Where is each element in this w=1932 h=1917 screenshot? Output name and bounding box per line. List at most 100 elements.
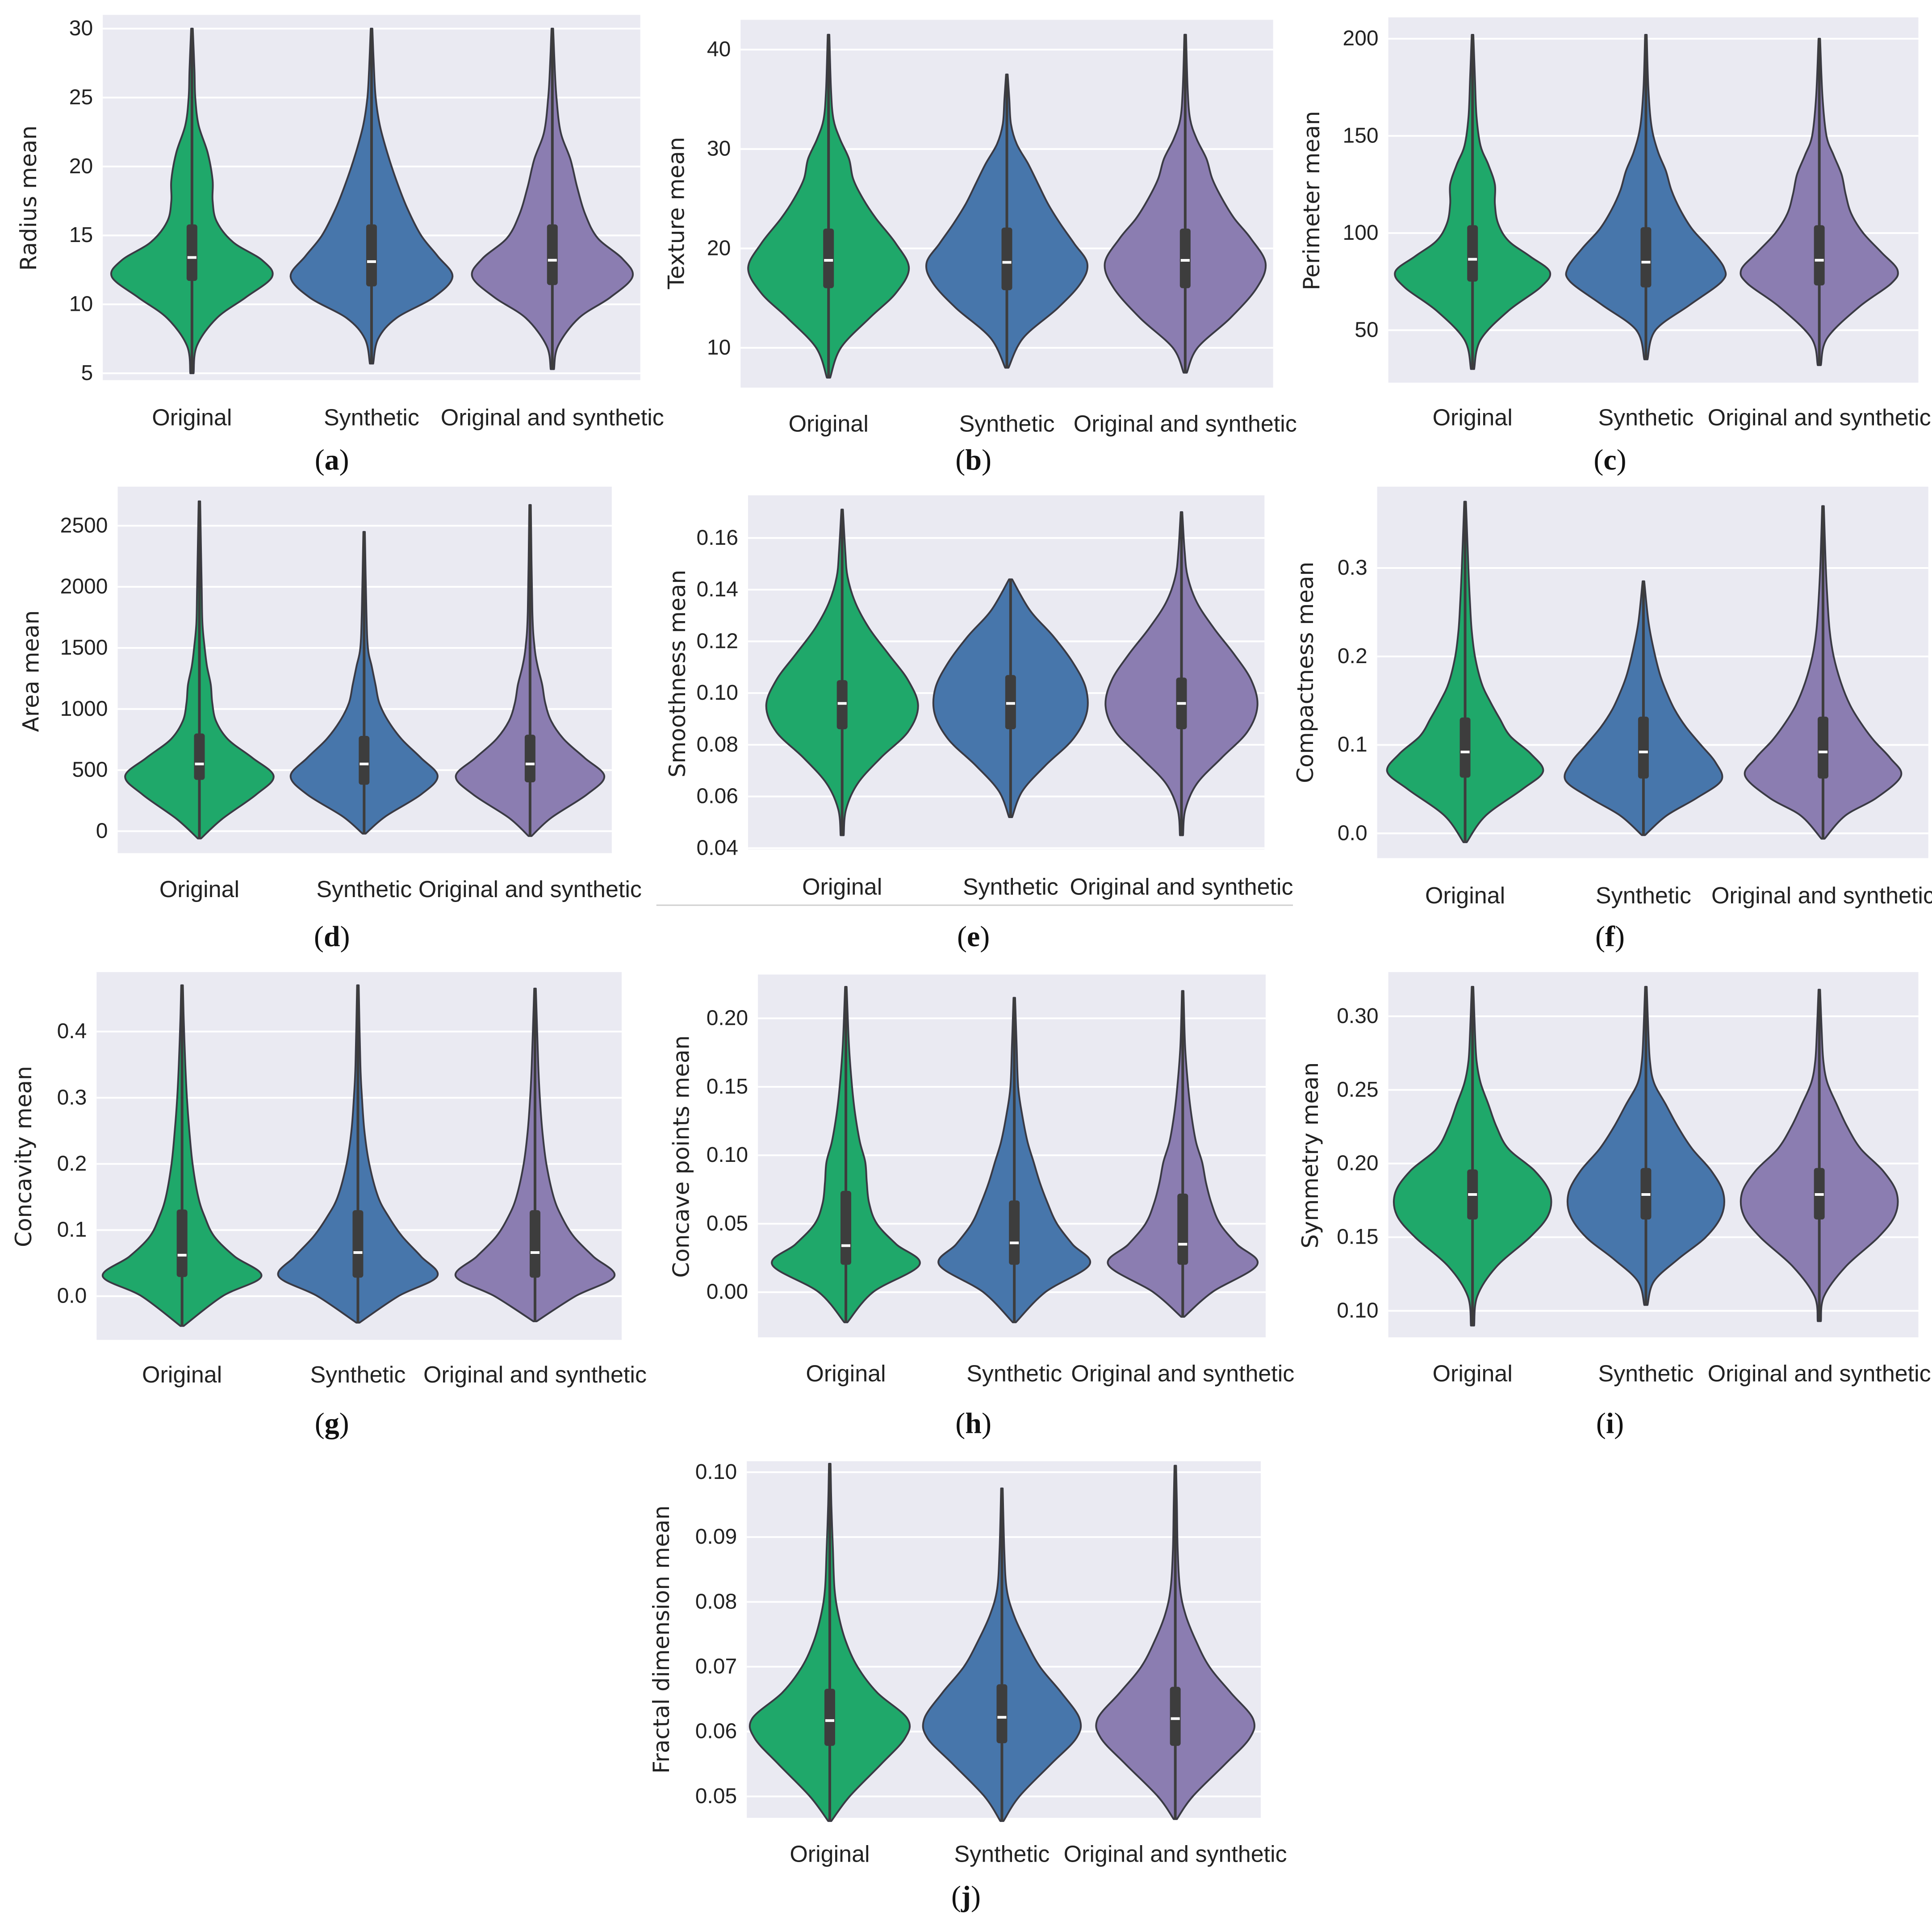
panel-label: (a) xyxy=(315,444,349,476)
y-tick-label: 150 xyxy=(1343,124,1379,147)
x-category-label: Synthetic xyxy=(324,405,419,431)
y-tick-label: 0.1 xyxy=(1338,733,1367,756)
y-tick-label: 0.08 xyxy=(697,733,738,756)
y-axis-label: Radius mean xyxy=(16,125,42,271)
x-category-label: Synthetic xyxy=(1596,883,1691,909)
y-tick-label: 0.10 xyxy=(695,1460,737,1484)
y-axis-label: Perimeter mean xyxy=(1299,111,1325,290)
y-axis-label: Concavity mean xyxy=(11,1066,37,1247)
iqr-box xyxy=(1638,716,1649,779)
y-tick-label: 500 xyxy=(72,758,108,782)
iqr-box xyxy=(841,1190,852,1265)
iqr-box xyxy=(1817,716,1828,779)
x-category-label: Original and synthetic xyxy=(1071,1361,1294,1387)
y-axis-label: Texture mean xyxy=(663,137,689,290)
panel-j: 0.05 0.06 0.07 0.08 0.09 0.10 Fractal dimensio… xyxy=(648,1460,1287,1913)
iqr-box xyxy=(186,224,197,281)
y-tick-label: 30 xyxy=(707,137,731,161)
y-tick-label: 0.06 xyxy=(697,785,738,808)
x-category-label: Original xyxy=(790,1841,870,1867)
x-category-label: Synthetic xyxy=(310,1362,406,1388)
y-tick-label: 0.0 xyxy=(57,1284,87,1308)
panel-b: 10 20 30 40 Texture mean Original Synthetic Ori… xyxy=(663,20,1297,476)
iqr-box xyxy=(1170,1687,1181,1746)
iqr-box xyxy=(1459,717,1471,778)
iqr-box xyxy=(359,735,370,785)
y-tick-label: 30 xyxy=(69,17,93,40)
x-category-label: Synthetic xyxy=(1598,1361,1694,1387)
y-tick-label: 0.25 xyxy=(1337,1078,1378,1102)
y-tick-label: 0.14 xyxy=(697,578,738,601)
y-axis-label: Area mean xyxy=(18,610,44,732)
x-category-label: Original xyxy=(1433,405,1513,431)
x-category-label: Original xyxy=(152,405,232,431)
iqr-box xyxy=(1009,1200,1020,1265)
panel-c: 50 100 150 200 Perimeter mean Original Synthet… xyxy=(1299,17,1931,476)
y-tick-label: 0.10 xyxy=(697,681,738,705)
x-category-label: Original xyxy=(142,1362,222,1388)
y-tick-label: 0.06 xyxy=(695,1720,737,1743)
iqr-box xyxy=(194,733,205,780)
x-category-label: Original xyxy=(159,877,239,902)
panel-label: (b) xyxy=(955,444,991,476)
y-tick-label: 0.08 xyxy=(695,1590,737,1613)
iqr-box xyxy=(1467,225,1478,282)
y-tick-label: 0.16 xyxy=(697,526,738,550)
x-category-label: Synthetic xyxy=(316,877,412,902)
y-axis-label: Fractal dimension mean xyxy=(648,1505,674,1774)
y-tick-label: 25 xyxy=(69,85,93,109)
y-axis-label: Smoothness mean xyxy=(665,570,690,777)
iqr-box xyxy=(824,1688,835,1746)
y-tick-label: 20 xyxy=(69,155,93,178)
y-tick-label: 200 xyxy=(1343,27,1379,50)
y-tick-label: 0.15 xyxy=(1337,1225,1378,1249)
iqr-box xyxy=(547,224,558,285)
x-category-label: Original and synthetic xyxy=(1711,883,1932,909)
x-category-label: Original and synthetic xyxy=(423,1362,647,1388)
y-axis-label: Compactness mean xyxy=(1292,562,1318,783)
panel-label: (d) xyxy=(314,920,350,953)
panel-label: (h) xyxy=(955,1407,991,1440)
iqr-box xyxy=(524,735,535,782)
y-tick-label: 2500 xyxy=(60,514,108,537)
x-category-label: Original and synthetic xyxy=(1708,1361,1931,1387)
y-tick-label: 1000 xyxy=(60,697,108,721)
iqr-box xyxy=(1640,227,1652,288)
y-tick-label: 20 xyxy=(707,236,731,260)
y-axis-label: Symmetry mean xyxy=(1297,1062,1323,1249)
iqr-box xyxy=(1001,227,1012,290)
iqr-box xyxy=(1177,1193,1188,1265)
iqr-box xyxy=(1179,228,1191,288)
x-category-label: Original and synthetic xyxy=(418,877,642,902)
panel-label: (e) xyxy=(957,920,990,953)
y-tick-label: 0.12 xyxy=(697,629,738,653)
x-category-label: Synthetic xyxy=(963,874,1058,900)
x-category-label: Original xyxy=(789,411,869,437)
panel-f: 0.0 0.1 0.2 0.3 Compactness mean Original Synt… xyxy=(1292,486,1932,953)
y-tick-label: 0.00 xyxy=(707,1280,748,1304)
panel-a: 5 10 15 20 25 30 Radius mean Original Synthetic O… xyxy=(16,15,664,476)
x-category-label: Original xyxy=(806,1361,886,1387)
iqr-box xyxy=(823,228,834,288)
panel-g: 0.0 0.1 0.2 0.3 0.4 Concavity mean Original Syn… xyxy=(11,972,647,1440)
y-tick-label: 0.1 xyxy=(57,1218,87,1242)
x-category-label: Original xyxy=(1425,883,1505,909)
y-tick-label: 0.05 xyxy=(707,1211,748,1235)
y-tick-label: 0.05 xyxy=(695,1784,737,1808)
y-tick-label: 10 xyxy=(69,292,93,316)
y-tick-label: 0.0 xyxy=(1338,821,1367,845)
y-tick-label: 0.10 xyxy=(1337,1299,1378,1323)
y-tick-label: 15 xyxy=(69,223,93,247)
iqr-box xyxy=(366,224,377,287)
x-category-label: Synthetic xyxy=(1598,405,1694,431)
y-axis-label: Concave points mean xyxy=(668,1036,694,1278)
panel-label: (j) xyxy=(951,1880,981,1913)
y-tick-label: 0.2 xyxy=(57,1152,87,1175)
panel-label: (g) xyxy=(315,1407,349,1440)
panel-label: (f) xyxy=(1595,920,1625,953)
y-tick-label: 0.09 xyxy=(695,1525,737,1549)
y-tick-label: 0.3 xyxy=(57,1086,87,1109)
y-tick-label: 0.20 xyxy=(707,1007,748,1030)
iqr-box xyxy=(529,1210,540,1278)
